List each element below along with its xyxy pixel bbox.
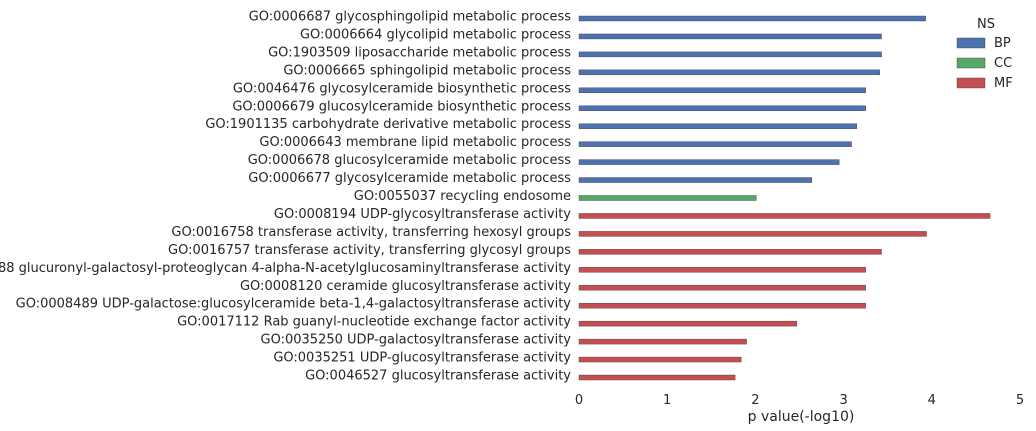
x-tick-label: 0 [575,393,583,408]
bar-bp [578,87,866,94]
category-label: GO:0008194 UDP-glycosyltransferase activ… [274,207,571,222]
legend-label-mf: MF [994,76,1013,91]
bar-bp [578,33,882,40]
bar-mf [578,231,927,237]
bar-mf [578,338,747,345]
bar-cc [578,195,757,201]
bar-mf [578,303,866,309]
category-label: GO:0016757 transferase activity, transfe… [168,243,571,258]
bar-mf [578,267,866,273]
x-ticks-group: 0 1 2 3 4 5 [575,393,1024,408]
category-label: GO:0046476 glycosylceramide biosynthetic… [233,81,571,96]
x-tick-label: 1 [663,393,671,408]
bar-bp [578,123,858,129]
legend-label-bp: BP [994,36,1011,51]
bar-bp [578,15,926,22]
x-tick-label: 3 [839,393,847,408]
bar-mf [578,320,798,327]
category-label: GO:0016758 transferase activity, transfe… [171,225,571,240]
legend-entries: BP CC MF [956,36,1013,91]
legend-title: NS [977,17,995,32]
category-label: GO:0006665 sphingolipid metabolic proces… [283,63,571,78]
category-label: GO:0035250 UDP-galactosyltransferase act… [261,333,572,348]
bar-mf [578,213,991,219]
x-tick-label: 5 [1016,393,1024,408]
category-label: GO:1903509 liposaccharide metabolic proc… [268,45,571,60]
legend-swatch-bp [956,37,986,49]
category-label: GO:0006677 glycosylceramide metabolic pr… [248,171,571,186]
category-label: GO:0006643 membrane lipid metabolic proc… [259,135,571,150]
bar-mf [578,374,736,381]
category-label: GO:0055037 recycling endosome [354,189,571,204]
category-label: GO:1901135 carbohydrate derivative metab… [205,117,571,132]
legend-swatch-cc [956,57,986,69]
legend: NS BP CC MF [956,17,1013,91]
bar-bp [578,69,880,76]
bar-bp [578,159,840,165]
category-label: GO:0006679 glucosylceramide biosynthetic… [232,99,571,114]
bar-bp [578,51,882,58]
category-label: GO:0046527 glucosyltransferase activity [305,369,571,384]
legend-swatch-mf [956,77,986,89]
category-label: GO:0035251 UDP-glucosyltransferase activ… [273,351,571,366]
x-axis-label: p value(-log10) [748,409,855,425]
category-label: GO:0008489 UDP-galactose:glucosylceramid… [16,297,572,312]
bar-bp [578,177,813,183]
bar-bp [578,141,852,147]
bars-group [578,15,991,381]
category-label: GO:0006678 glucosylceramide metabolic pr… [248,153,572,168]
bar-bp [578,105,866,111]
bar-mf [578,356,742,363]
category-label: GO:0017112 Rab guanyl-nucleotide exchang… [177,315,571,330]
x-tick-label: 4 [928,393,936,408]
bar-mf [578,249,882,255]
category-labels-group: GO:0006687 glycosphingolipid metabolic p… [0,10,571,384]
category-label: GO:0006664 glycolipid metabolic process [300,27,571,42]
category-label: GO:0001888 glucuronyl-galactosyl-proteog… [0,261,571,276]
legend-label-cc: CC [994,56,1012,71]
bar-mf [578,285,866,291]
category-label: GO:0008120 ceramide glucosyltransferase … [240,279,571,294]
x-tick-label: 2 [751,393,759,408]
category-label: GO:0006687 glycosphingolipid metabolic p… [249,10,572,25]
